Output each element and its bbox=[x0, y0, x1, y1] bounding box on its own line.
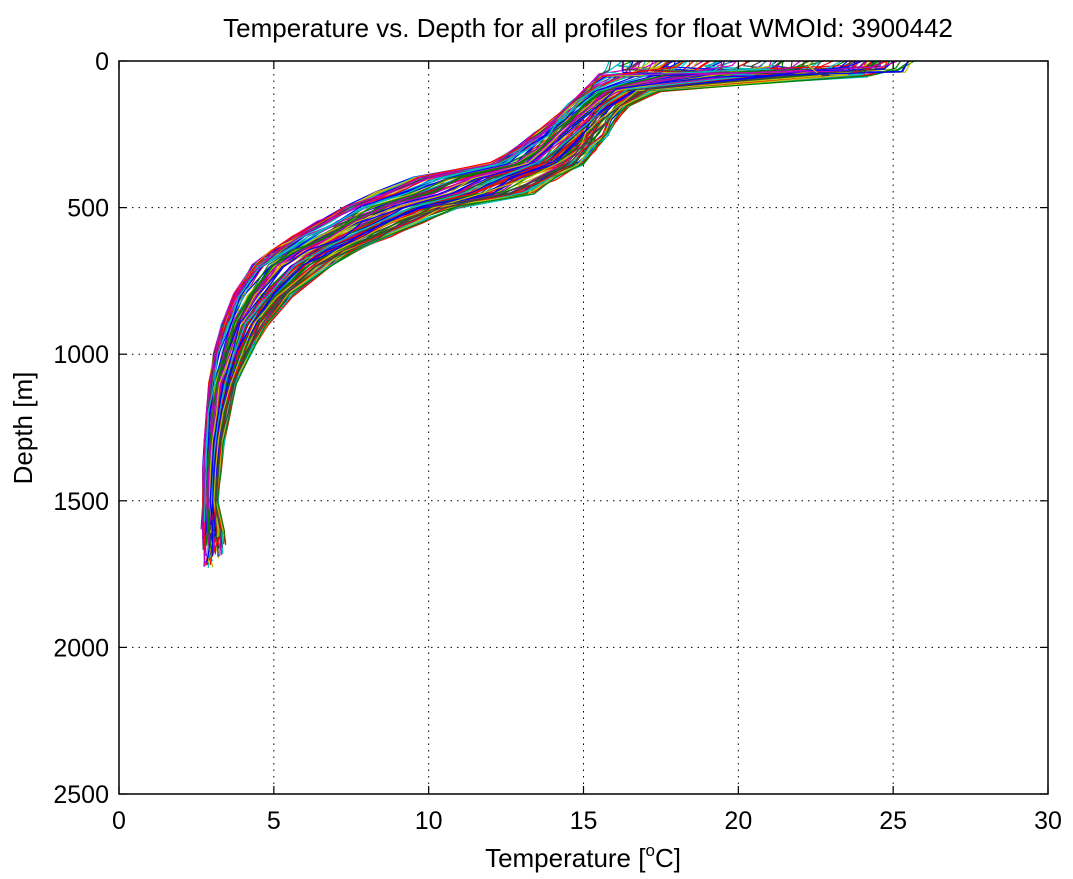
x-tick-label: 30 bbox=[1034, 807, 1062, 835]
x-axis-label: Temperature [oC] bbox=[485, 841, 681, 873]
x-tick-label: 0 bbox=[112, 807, 126, 835]
y-tick-label: 2000 bbox=[53, 634, 109, 662]
profile-line bbox=[202, 60, 868, 567]
profile-line bbox=[213, 60, 823, 538]
y-tick-label: 0 bbox=[95, 48, 109, 76]
profile-lines bbox=[200, 60, 915, 568]
y-tick-label: 1000 bbox=[53, 341, 109, 369]
y-axis-label: Depth [m] bbox=[8, 372, 38, 485]
axis-ticks: 0 5 10 15 20 25 30 0 500 1000 1500 2000 2500 bbox=[53, 48, 1062, 835]
y-tick-label: 2500 bbox=[53, 781, 109, 809]
x-tick-label: 15 bbox=[570, 807, 598, 835]
profile-line bbox=[216, 60, 902, 545]
x-tick-label: 10 bbox=[415, 807, 443, 835]
profile-line bbox=[208, 60, 776, 533]
chart-title: Temperature vs. Depth for all profiles f… bbox=[223, 13, 953, 43]
profile-line bbox=[210, 60, 755, 522]
y-tick-label: 500 bbox=[67, 195, 109, 223]
profile-line bbox=[215, 60, 849, 536]
profile-line bbox=[211, 60, 849, 536]
profile-line bbox=[204, 60, 776, 522]
profile-line bbox=[205, 60, 880, 546]
x-axis-label-end: C] bbox=[655, 843, 681, 873]
profile-line bbox=[215, 60, 882, 527]
x-axis-label-superscript: o bbox=[645, 841, 654, 860]
grid-lines bbox=[119, 61, 1048, 794]
x-tick-label: 5 bbox=[267, 807, 281, 835]
profile-line bbox=[207, 60, 898, 551]
x-tick-label: 20 bbox=[724, 807, 752, 835]
y-tick-label: 1500 bbox=[53, 488, 109, 516]
x-axis-label-main: Temperature [ bbox=[485, 843, 646, 873]
x-tick-label: 25 bbox=[879, 807, 907, 835]
profile-line bbox=[209, 60, 910, 557]
